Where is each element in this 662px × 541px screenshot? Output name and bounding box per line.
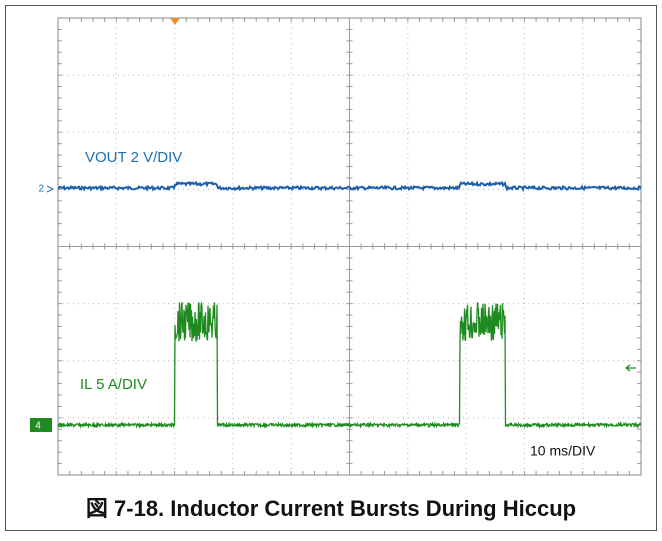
grid-border	[57, 17, 642, 476]
ch4-marker: 4	[35, 421, 41, 432]
caption: 図 7-18. Inductor Current Bursts During H…	[86, 496, 576, 521]
ch4-marker-box	[30, 418, 52, 432]
trigger-marker	[170, 18, 180, 25]
vout-trace	[57, 180, 642, 193]
il-trace	[57, 302, 642, 430]
il-label: IL 5 A/DIV	[80, 376, 147, 393]
ch2-marker: 2	[38, 184, 44, 195]
level-arrow	[625, 364, 636, 372]
frame	[5, 5, 657, 531]
scope-grid	[57, 17, 642, 476]
timebase-label: 10 ms/DIV	[530, 443, 596, 459]
vout-label: VOUT 2 V/DIV	[85, 149, 182, 166]
ch2-arrow	[46, 185, 55, 193]
